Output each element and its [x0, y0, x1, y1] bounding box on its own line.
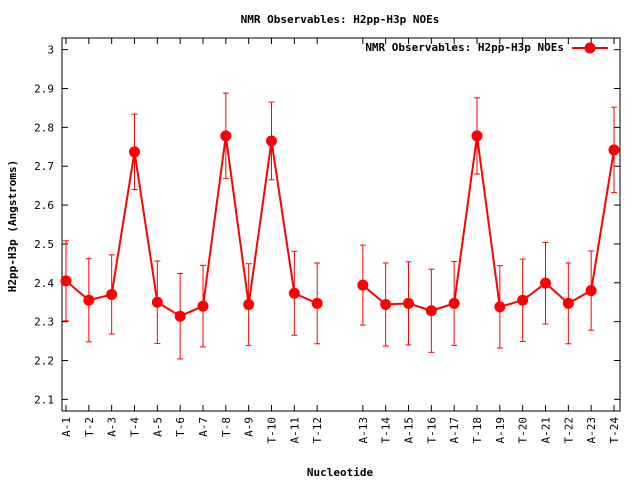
x-tick-label: T-24 [608, 417, 621, 444]
x-tick-label: A-7 [197, 417, 210, 437]
x-tick-label: A-5 [151, 417, 164, 437]
x-tick-label: A-23 [585, 417, 598, 444]
x-tick-label: T-4 [129, 417, 142, 437]
data-point [517, 294, 529, 306]
data-point [585, 285, 597, 297]
data-point [562, 297, 574, 309]
data-point [220, 130, 232, 142]
x-tick-label: T-10 [266, 417, 279, 444]
data-point [357, 279, 369, 291]
x-axis-label: Nucleotide [307, 466, 374, 479]
data-point [448, 297, 460, 309]
x-tick-label: T-18 [471, 417, 484, 444]
chart-title: NMR Observables: H2pp-H3p NOEs [241, 13, 440, 26]
y-tick-label: 2.9 [34, 83, 54, 96]
y-tick-label: 2.1 [34, 393, 54, 406]
x-tick-label: A-17 [448, 417, 461, 444]
data-point [174, 310, 186, 322]
x-tick-label: T-2 [83, 417, 96, 437]
series-line [65, 134, 318, 318]
series-layer [60, 92, 620, 360]
y-tick-label: 2.8 [34, 121, 54, 134]
data-point [266, 135, 277, 147]
x-axis: A-1 T-2 A-3 T-4 A-5 T-6 A-7 T-8 A-9 T-10 A-11 T-12 A… [60, 38, 621, 444]
data-point [243, 299, 255, 311]
y-tick-label: 2.5 [34, 238, 54, 251]
x-tick-label: T-6 [174, 417, 187, 437]
data-point [380, 299, 392, 311]
data-point [403, 297, 414, 309]
plot-frame [61, 37, 621, 412]
data-point [151, 296, 163, 308]
data-point [83, 294, 95, 306]
x-tick-label: T-8 [220, 417, 233, 437]
data-point [471, 130, 483, 142]
legend: NMR Observables: H2pp-H3p NOEs [365, 41, 608, 54]
x-tick-label: T-14 [380, 417, 393, 444]
y-tick-label: 2.7 [34, 160, 54, 173]
y-tick-label: 2.4 [34, 277, 54, 290]
x-tick-label: A-3 [106, 417, 119, 437]
x-tick-label: A-1 [60, 417, 73, 437]
y-axis-label: H2pp-H3p (Angstroms) [6, 160, 19, 292]
y-tick-label: 3 [47, 44, 54, 57]
data-point [540, 277, 551, 289]
data-point [60, 275, 72, 287]
data-point [288, 287, 300, 299]
x-tick-label: A-15 [403, 417, 416, 444]
x-tick-label: A-19 [494, 417, 507, 444]
x-tick-label: T-12 [311, 417, 324, 444]
legend-marker [584, 42, 596, 54]
data-point [106, 288, 118, 300]
data-point [494, 301, 506, 313]
x-tick-label: T-22 [562, 417, 575, 444]
y-tick-label: 2.6 [34, 199, 54, 212]
x-tick-label: T-20 [517, 417, 530, 444]
y-tick-label: 2.3 [34, 316, 54, 329]
x-tick-label: A-21 [540, 417, 553, 444]
data-point [311, 297, 323, 309]
data-point [129, 146, 140, 158]
x-tick-label: A-9 [243, 417, 256, 437]
legend-label: NMR Observables: H2pp-H3p NOEs [365, 41, 564, 54]
data-point [608, 144, 620, 156]
y-tick-label: 2.2 [34, 354, 54, 367]
data-point [197, 300, 209, 312]
series-line [362, 134, 615, 312]
x-tick-label: T-16 [425, 417, 438, 444]
x-tick-label: A-11 [288, 417, 301, 444]
x-tick-label: A-13 [357, 417, 370, 444]
data-point [425, 305, 437, 317]
